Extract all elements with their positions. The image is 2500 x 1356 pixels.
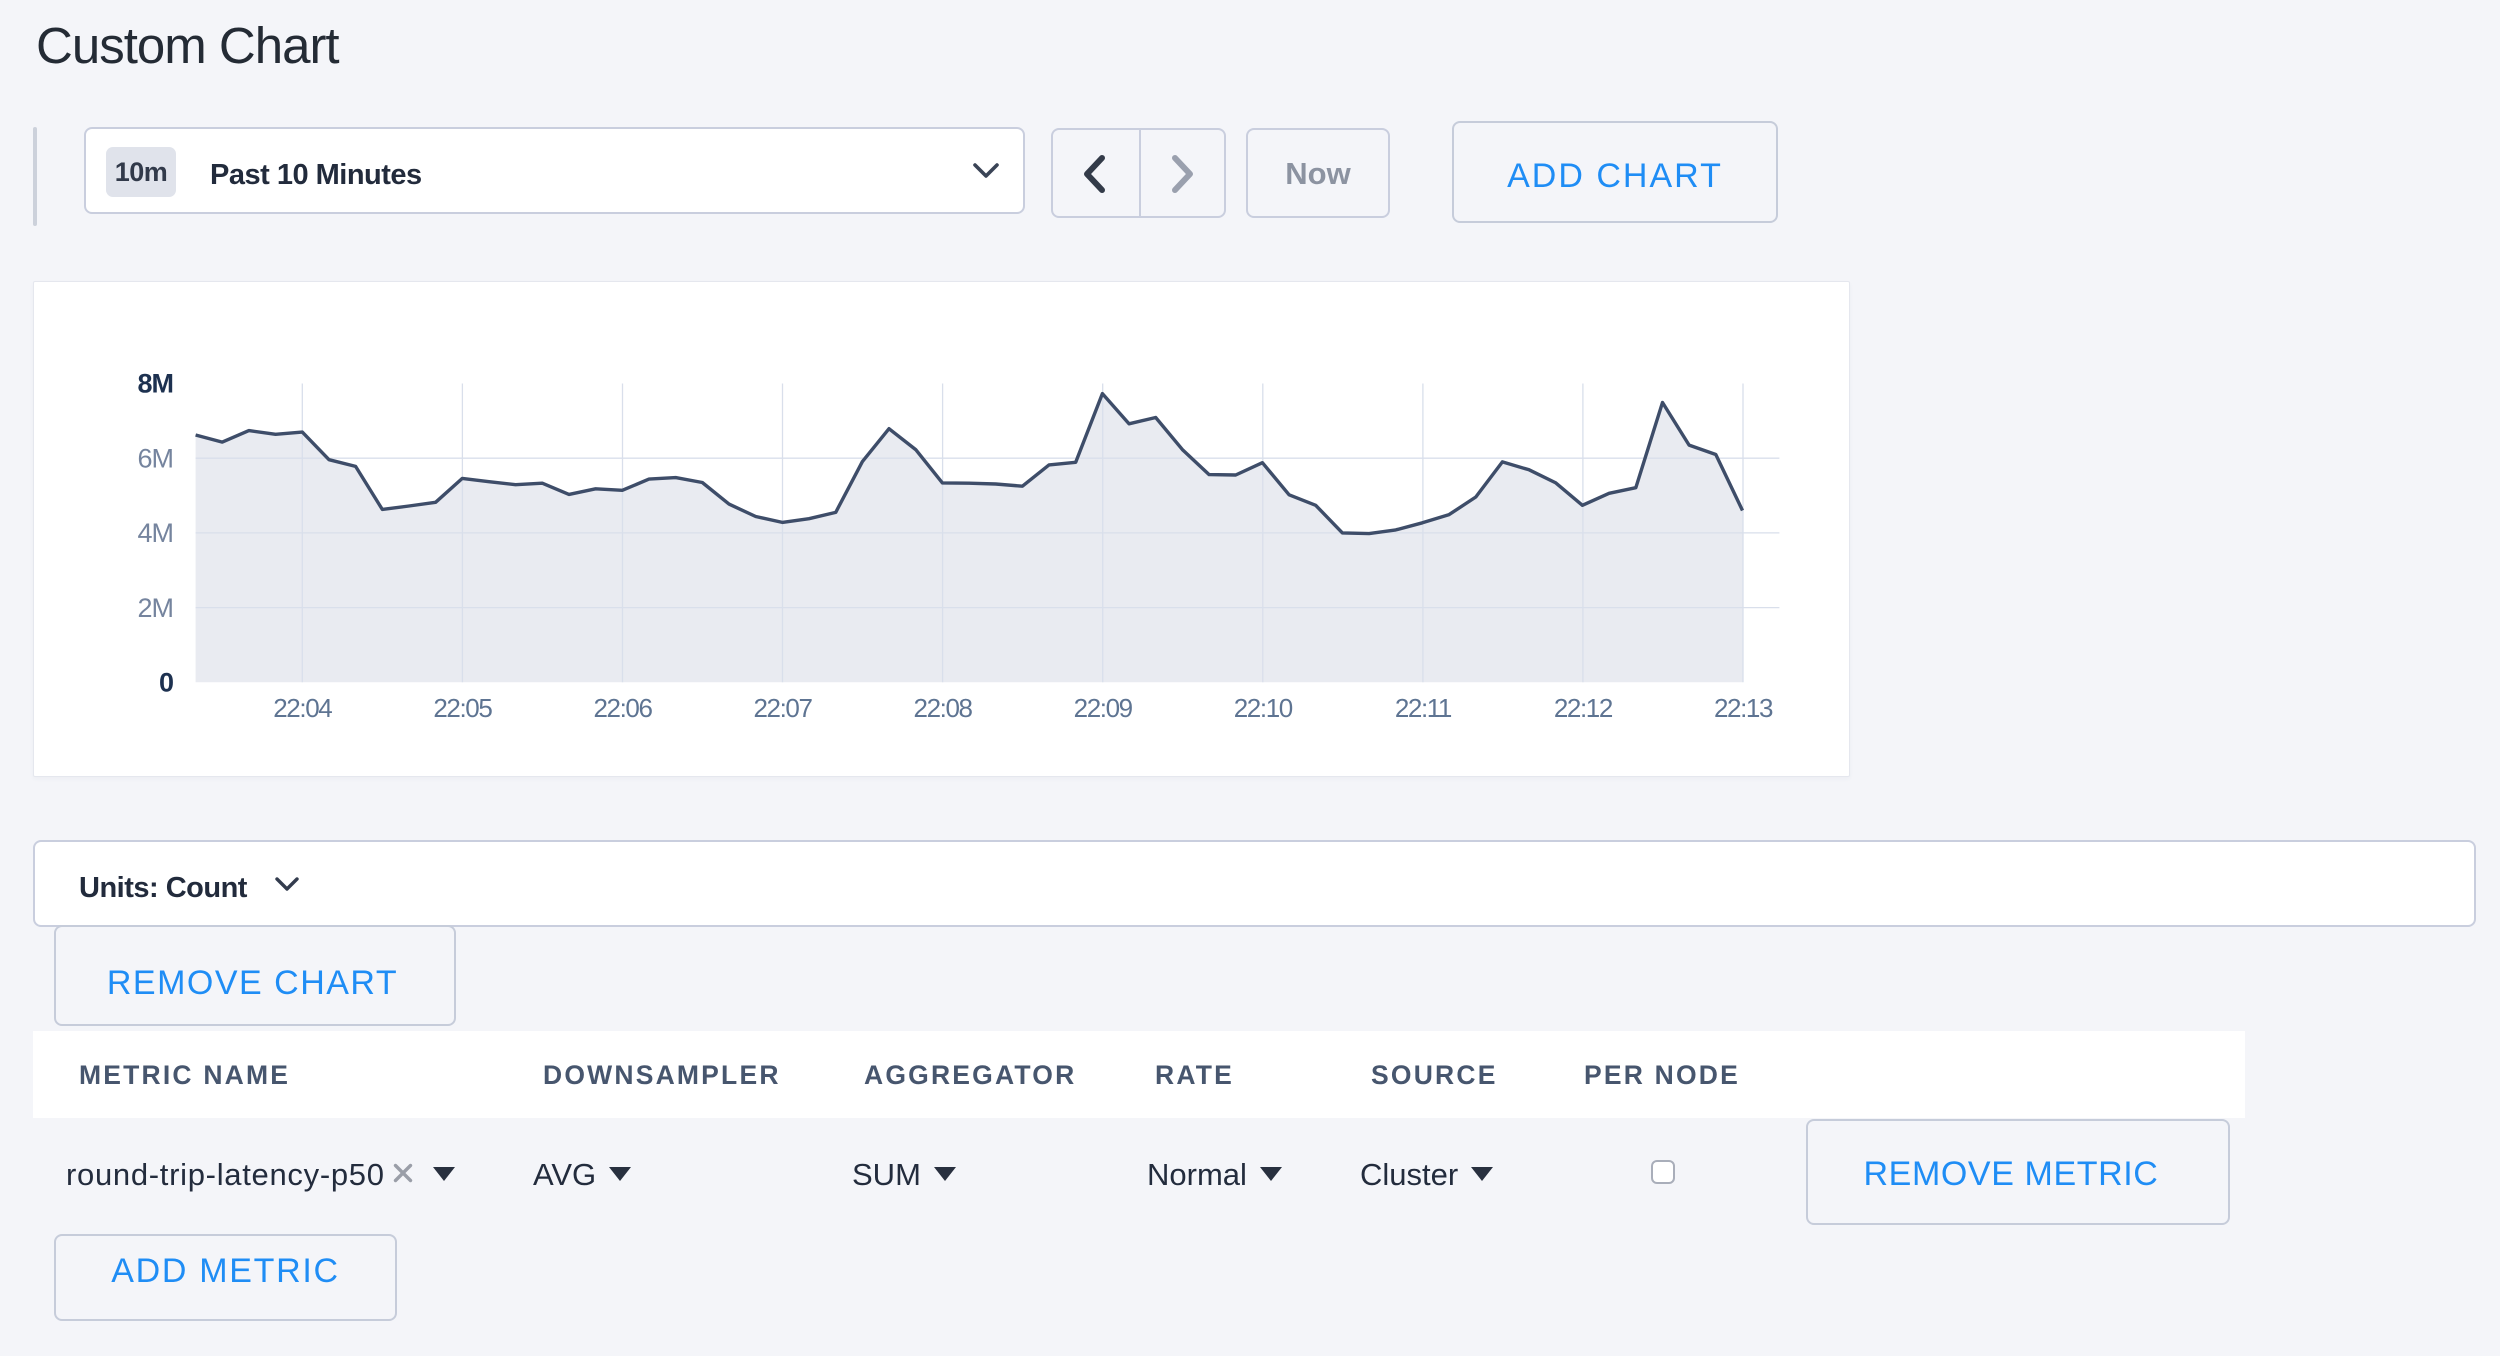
svg-text:22:06: 22:06 bbox=[593, 693, 652, 723]
svg-text:2M: 2M bbox=[137, 593, 173, 623]
svg-text:22:09: 22:09 bbox=[1074, 693, 1133, 723]
svg-text:0: 0 bbox=[159, 668, 173, 698]
svg-text:22:13: 22:13 bbox=[1714, 693, 1773, 723]
svg-text:22:12: 22:12 bbox=[1554, 693, 1613, 723]
svg-text:22:05: 22:05 bbox=[433, 693, 492, 723]
svg-text:6M: 6M bbox=[137, 444, 173, 474]
svg-text:8M: 8M bbox=[137, 369, 173, 399]
svg-text:22:11: 22:11 bbox=[1395, 693, 1452, 723]
svg-text:22:04: 22:04 bbox=[273, 693, 332, 723]
svg-text:22:07: 22:07 bbox=[753, 693, 812, 723]
svg-text:22:08: 22:08 bbox=[914, 693, 973, 723]
svg-text:4M: 4M bbox=[137, 518, 173, 548]
svg-text:22:10: 22:10 bbox=[1234, 693, 1293, 723]
